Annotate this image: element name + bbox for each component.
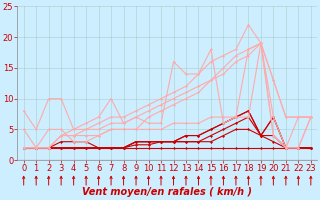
X-axis label: Vent moyen/en rafales ( km/h ): Vent moyen/en rafales ( km/h )	[82, 187, 252, 197]
